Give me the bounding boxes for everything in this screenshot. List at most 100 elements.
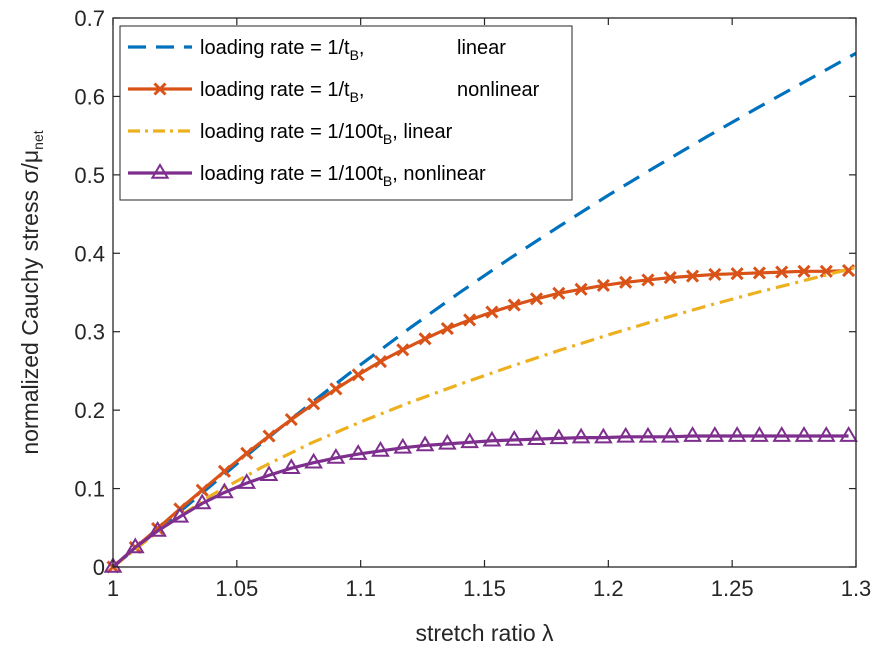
legend-entry-4: loading rate = 1/100tB, nonlinear (128, 163, 486, 189)
x-tick-label: 1.1 (345, 576, 376, 601)
series-line (111, 51, 857, 569)
data-point (772, 426, 792, 442)
data-point (594, 427, 613, 444)
data-point (727, 426, 747, 442)
data-point (819, 264, 833, 278)
data-point (596, 278, 610, 293)
data-point (529, 292, 544, 306)
data-point (125, 537, 145, 554)
data-point (619, 275, 633, 289)
legend-entry-1: loading rate = 1/tB, linear (128, 37, 506, 63)
data-point (638, 426, 658, 443)
data-point (371, 440, 390, 457)
data-point (797, 264, 811, 278)
y-tick-label: 0.7 (74, 6, 105, 31)
ticks-layer: 1 1.05 1.1 1.15 1.2 1.25 1.3 0 0.1 0.2 0.3 0.4 0.5 0.… (74, 6, 871, 601)
y-tick-label: 0.5 (74, 163, 105, 188)
legend-label-main: loading rate = 1/t (200, 79, 350, 101)
y-axis-label: normalized Cauchy stress σ/μnet (17, 130, 46, 454)
data-point (192, 493, 212, 510)
data-point (373, 354, 388, 369)
data-point (507, 298, 521, 312)
legend-marker (153, 82, 167, 96)
data-point (663, 271, 677, 285)
data-point (504, 429, 524, 446)
legend-label: loading rate = 1/tB, (200, 79, 364, 105)
data-point (816, 426, 836, 442)
data-point (730, 267, 744, 281)
series-line (111, 434, 849, 569)
legend-label-main: loading rate = 1/100t (200, 121, 383, 143)
y-tick-label: 0.4 (74, 241, 105, 266)
data-point (463, 313, 477, 327)
legend-label-main: loading rate = 1/100t (200, 163, 383, 185)
legend-label-main: loading rate = 1/t (200, 37, 350, 59)
legend-label-sub: B (383, 173, 392, 189)
data-point (708, 267, 722, 282)
legend-label-sub: B (350, 89, 359, 105)
data-point (304, 452, 323, 469)
legend-label: loading rate = 1/100tB, nonlinear (200, 163, 486, 189)
data-point (103, 557, 123, 573)
y-tick-label: 0.6 (74, 84, 105, 109)
x-tick-label: 1.15 (463, 576, 506, 601)
series-layer (103, 51, 858, 574)
data-point (660, 426, 680, 443)
y-tick-label: 0.3 (74, 320, 105, 345)
data-point (527, 429, 546, 445)
y-tick-label: 0.2 (74, 398, 105, 423)
data-point (237, 473, 257, 489)
data-point (705, 426, 725, 442)
data-point (329, 382, 343, 396)
data-point (482, 430, 502, 447)
legend-entry-3: loading rate = 1/100tB, linear (128, 121, 453, 147)
data-point (794, 426, 814, 442)
x-axis-label: stretch ratio λ (415, 620, 554, 646)
x-tick-label: 1 (107, 576, 119, 601)
data-point (683, 426, 702, 442)
data-point (284, 412, 298, 427)
data-point (418, 332, 432, 346)
legend-label: loading rate = 1/tB, (200, 37, 364, 63)
data-point (217, 464, 232, 478)
data-point (259, 465, 279, 482)
legend-label-sub: B (383, 131, 392, 147)
data-point (460, 432, 479, 449)
data-point (685, 269, 700, 283)
y-tick-label: 0.1 (74, 477, 105, 502)
data-point (326, 448, 346, 464)
y-axis-label-main: normalized Cauchy stress σ/μ (17, 150, 43, 455)
legend-label-tail: , nonlinear (392, 163, 486, 185)
data-point (415, 435, 435, 452)
data-point (348, 444, 368, 460)
data-point (549, 428, 569, 445)
data-point (616, 426, 636, 443)
y-axis-label-sub: net (30, 130, 46, 150)
data-point (437, 433, 457, 450)
x-tick-label: 1.3 (841, 576, 872, 601)
legend-label-tail: , (359, 79, 365, 101)
legend-label-tail: , (359, 37, 365, 59)
data-point (148, 520, 167, 537)
series-4 (103, 426, 858, 573)
legend-label-tail: , linear (392, 121, 452, 143)
data-point (195, 483, 209, 497)
legend-label-right: linear (457, 37, 506, 59)
data-point (750, 426, 769, 442)
data-point (641, 273, 655, 287)
data-point (752, 266, 766, 280)
data-point (839, 426, 858, 442)
legend-label-sub: B (350, 47, 359, 63)
x-tick-label: 1.2 (593, 576, 624, 601)
data-point (281, 458, 301, 474)
legend-entry-2: loading rate = 1/tB, nonlinear (128, 79, 540, 105)
data-point (775, 265, 789, 279)
x-tick-label: 1.25 (711, 576, 754, 601)
data-point (393, 437, 413, 454)
x-tick-label: 1.05 (215, 576, 258, 601)
series-line (111, 268, 849, 569)
data-point (571, 427, 591, 444)
